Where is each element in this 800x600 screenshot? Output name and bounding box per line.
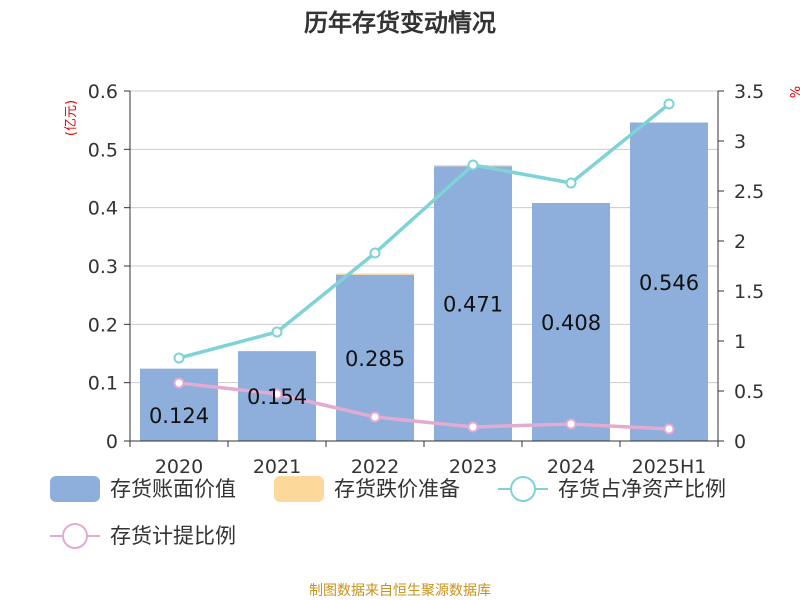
bar-value-label: 0.471 bbox=[443, 293, 503, 317]
legend-provision-ratio-label: 存货计提比例 bbox=[110, 524, 236, 548]
legend-provision-swatch bbox=[274, 476, 324, 502]
lines bbox=[173, 98, 675, 435]
bar-2023 bbox=[434, 166, 512, 441]
left-axis-tick-label: 0.6 bbox=[88, 81, 118, 103]
right-axis-tick-label: 1 bbox=[734, 331, 746, 353]
bars bbox=[140, 122, 708, 441]
x-axis-tick-label: 2023 bbox=[449, 456, 497, 478]
right-axis-unit: % bbox=[786, 86, 800, 98]
data-labels: 0.124 0.154 0.285 0.471 0.408 0.546 bbox=[149, 271, 699, 428]
series-line-1 bbox=[178, 102, 671, 360]
chart-title: 历年存货变动情况 bbox=[304, 9, 496, 37]
legend-book-value-swatch bbox=[50, 476, 100, 502]
series-point bbox=[565, 177, 577, 189]
series-point bbox=[173, 352, 185, 364]
series-point bbox=[565, 418, 577, 430]
bar-2025H1 bbox=[630, 122, 708, 441]
series-point bbox=[467, 159, 479, 171]
left-axis-unit: (亿元) bbox=[64, 100, 79, 136]
left-axis-tick-label: 0.3 bbox=[88, 256, 118, 278]
bar-2024 bbox=[532, 203, 610, 441]
right-axis-tick-label: 2 bbox=[734, 231, 746, 253]
right-axis-tick-label: 3.5 bbox=[734, 81, 764, 103]
right-axis-tick-label: 0.5 bbox=[734, 381, 764, 403]
left-axis-tick-label: 0.2 bbox=[88, 314, 118, 336]
provision-bar-2022 bbox=[336, 273, 414, 275]
series-point bbox=[369, 411, 381, 423]
series-point bbox=[467, 421, 479, 433]
legend-provision-label: 存货跌价准备 bbox=[334, 477, 460, 501]
right-axis-tick-label: 0 bbox=[734, 431, 746, 453]
series-point bbox=[271, 388, 283, 400]
series-point bbox=[663, 98, 675, 110]
bar-value-label: 0.154 bbox=[247, 385, 307, 409]
legend-net-asset-ratio-label: 存货占净资产比例 bbox=[558, 477, 726, 501]
x-axis-tick-label: 2022 bbox=[351, 456, 399, 478]
source-note: 制图数据来自恒生聚源数据库 bbox=[309, 583, 491, 599]
bar-value-label: 0.546 bbox=[639, 271, 699, 295]
x-axis-tick-label: 2020 bbox=[155, 456, 203, 478]
x-axis-tick-label: 2024 bbox=[547, 456, 595, 478]
legend-provision-ratio-swatch-marker bbox=[62, 523, 88, 549]
series-point bbox=[271, 326, 283, 338]
legend-net-asset-ratio-swatch-marker bbox=[510, 476, 536, 502]
right-axis-tick-label: 2.5 bbox=[734, 181, 764, 203]
series-line-2 bbox=[178, 381, 670, 431]
bar-value-label: 0.285 bbox=[345, 347, 405, 371]
axes: 0 0.1 0.2 0.3 0.4 0.5 0.6 0 0.5 1 1.5 2 2.5 3 3.5 2020 2… bbox=[88, 81, 764, 478]
right-axis-tick-label: 3 bbox=[734, 131, 746, 153]
x-axis-tick-label: 2021 bbox=[253, 456, 301, 478]
left-axis-tick-label: 0.4 bbox=[88, 198, 118, 220]
legend-book-value-label: 存货账面价值 bbox=[110, 477, 236, 501]
left-axis-tick-label: 0 bbox=[106, 431, 118, 453]
series-point bbox=[663, 423, 675, 435]
right-axis-tick-label: 1.5 bbox=[734, 281, 764, 303]
gridlines bbox=[130, 90, 718, 384]
left-axis-tick-label: 0.5 bbox=[88, 139, 118, 161]
series-point bbox=[173, 377, 185, 389]
bar-value-label: 0.124 bbox=[149, 404, 209, 428]
x-axis-tick-label: 2025H1 bbox=[632, 456, 707, 478]
series-point bbox=[369, 247, 381, 259]
bar-value-label: 0.408 bbox=[541, 311, 601, 335]
left-axis-tick-label: 0.1 bbox=[88, 373, 118, 395]
